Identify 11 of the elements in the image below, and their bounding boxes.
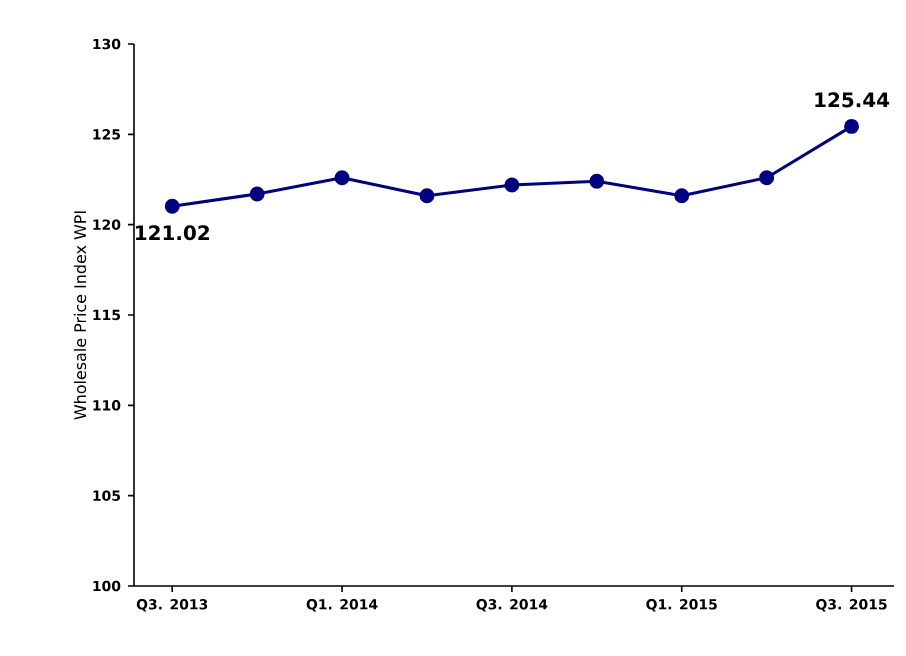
data-label: 121.02	[136, 225, 209, 241]
point	[249, 186, 265, 202]
point	[164, 198, 180, 214]
point	[334, 170, 350, 186]
data-label: 125.44	[815, 92, 890, 108]
point	[589, 173, 605, 189]
point	[419, 188, 435, 204]
point	[504, 177, 520, 193]
point	[759, 170, 775, 186]
point	[844, 118, 860, 134]
point	[674, 188, 690, 204]
